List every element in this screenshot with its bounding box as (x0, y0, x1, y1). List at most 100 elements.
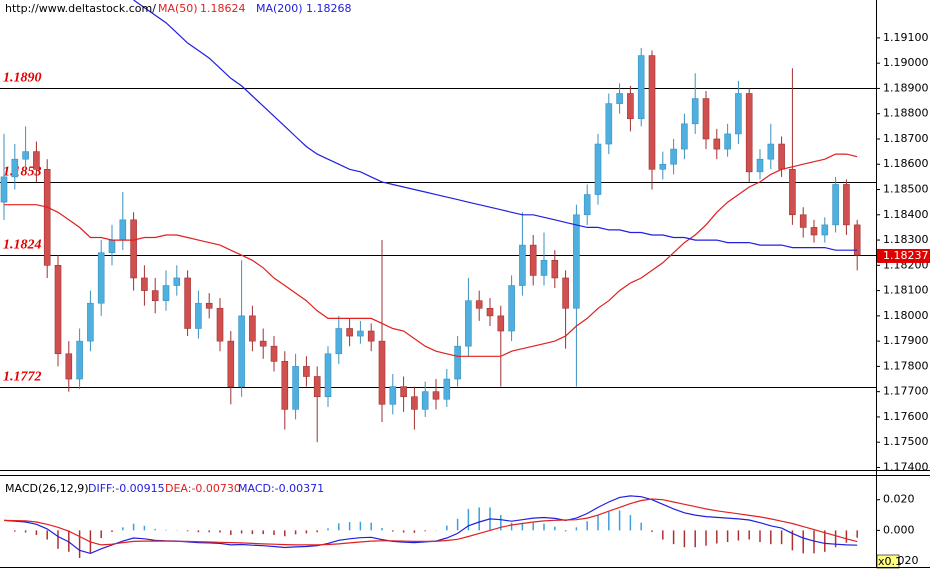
candle-body (227, 340, 235, 387)
candle-body (0, 176, 8, 203)
candle-body (378, 340, 386, 405)
candle-body (238, 315, 245, 387)
line-series (4, 153, 858, 357)
y-tick-label: 1.18100 (883, 284, 929, 297)
candle-body (65, 353, 73, 380)
legend-value: 1.18624 (200, 2, 246, 15)
candle-body (87, 302, 94, 342)
y-tick-label: 0.000 (883, 523, 915, 536)
y-tick-label: 1.17600 (883, 410, 929, 423)
candle-body (540, 259, 548, 276)
candle-body (389, 386, 397, 405)
candle-body (22, 151, 29, 160)
price-tag (877, 248, 930, 263)
y-tick-label: 1.19100 (883, 31, 929, 44)
candle-body (616, 93, 623, 104)
candle-body (594, 143, 602, 195)
level-label: 1.1772 (3, 370, 42, 385)
candle-body (735, 93, 742, 135)
candle-body (43, 169, 51, 266)
candle-body (810, 227, 818, 236)
y-tick-label: 1.17800 (883, 359, 929, 372)
y-tick-label: 1.18900 (883, 81, 929, 94)
candle-body (821, 224, 829, 236)
candle-body (162, 285, 170, 301)
legend-name: MACD:-0.00371 (238, 482, 324, 495)
candle-body (702, 98, 710, 140)
legend-name: DEA:-0.00730 (165, 482, 241, 495)
candle-body (529, 244, 537, 276)
candle-body (335, 328, 343, 355)
candle-body (130, 219, 137, 279)
candle-body (141, 277, 148, 291)
candle-body (681, 123, 688, 150)
candle-body (11, 158, 19, 178)
candle-body (97, 252, 105, 304)
candle-body (151, 290, 159, 301)
y-tick-label: 1.18700 (883, 132, 929, 145)
candle-body (853, 224, 861, 256)
candle-body (76, 340, 83, 380)
candle-body (367, 330, 375, 342)
candle-body (756, 158, 764, 173)
scale-label: x0.1 (878, 555, 902, 568)
y-tick-label: 1.18400 (883, 208, 929, 221)
candle-body (713, 138, 721, 150)
y-tick-label: 1.18000 (883, 309, 929, 322)
y-tick-label: 1.18300 (883, 233, 929, 246)
candle-body (281, 361, 289, 410)
candle-body (799, 214, 807, 228)
candle-body (205, 302, 213, 309)
legend-name: MA(200) (256, 2, 303, 15)
candle-body (443, 378, 451, 400)
candle-body (303, 366, 310, 377)
y-tick-label: 1.17700 (883, 385, 929, 398)
candle-body (508, 285, 515, 332)
candle-body (573, 214, 580, 309)
legend-name: DIFF:-0.00915 (88, 482, 165, 495)
candle-body (745, 93, 753, 173)
candle-body (270, 345, 278, 362)
candle-body (259, 340, 267, 347)
candle-body (627, 93, 634, 120)
y-tick-label: 1.17400 (883, 460, 929, 473)
candle-body (691, 98, 699, 125)
candle-body (637, 55, 645, 120)
candle-body (659, 163, 667, 170)
y-tick-label: 1.17900 (883, 334, 929, 347)
y-tick-label: 1.18500 (883, 183, 929, 196)
line-series (133, 0, 858, 251)
candle-body (216, 307, 224, 342)
candle-body (432, 391, 440, 400)
line-series (3, 498, 858, 546)
candle-body (843, 184, 850, 226)
candle-body (292, 366, 299, 410)
candle-body (400, 386, 407, 398)
candle-body (454, 345, 461, 380)
candle-body (54, 265, 62, 355)
candle-body (475, 300, 483, 309)
candle-body (184, 277, 191, 329)
candle-body (195, 302, 202, 329)
candle-body (670, 148, 677, 165)
url-text: http://www.deltastock.com/ (5, 2, 156, 15)
candle-body (346, 328, 353, 337)
candle-body (789, 169, 796, 216)
y-tick-label: 0.020 (883, 493, 915, 506)
candle-body (421, 391, 429, 410)
candle-body (648, 55, 656, 170)
legend-name: MA(50) (158, 2, 198, 15)
candle-body (832, 184, 839, 226)
y-tick-label: 1.19000 (883, 56, 929, 69)
candle-body (119, 219, 127, 241)
candle-body (173, 277, 181, 286)
candle-body (324, 353, 332, 398)
candle-body (519, 244, 526, 286)
candle-body (778, 143, 785, 170)
candle-body (551, 259, 559, 279)
candle-body (583, 194, 591, 216)
candle-body (313, 376, 321, 398)
y-tick-label: 1.17500 (883, 435, 929, 448)
